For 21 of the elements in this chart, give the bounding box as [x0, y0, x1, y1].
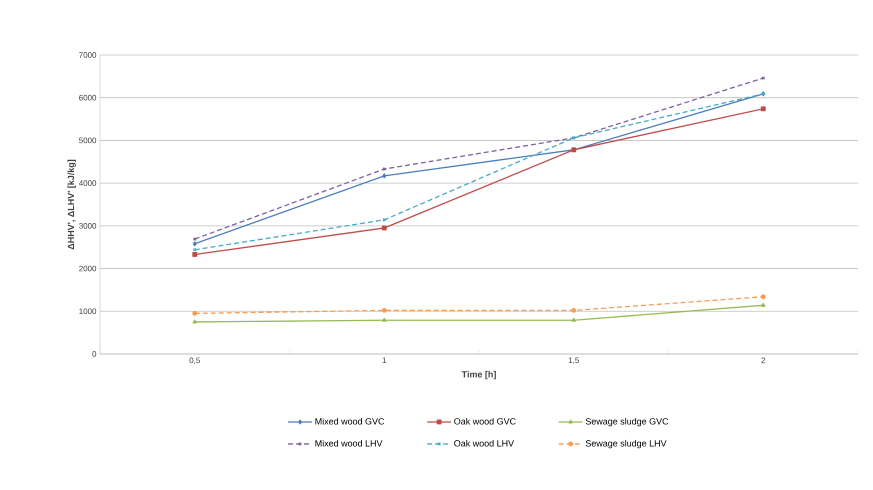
point: [761, 302, 766, 307]
point: [572, 318, 576, 322]
legend-label: Sewage sludge GVC: [586, 418, 668, 426]
point: [192, 310, 198, 316]
legend-label: Sewage sludge LHV: [586, 440, 667, 448]
point: [382, 308, 387, 313]
legend-label: Oak wood LHV: [454, 440, 514, 447]
point: [760, 294, 766, 300]
y-axis-title: ΔHHV', ΔLHV' [kJ/kg]: [68, 160, 76, 250]
point: [760, 106, 766, 112]
point: [192, 241, 197, 246]
legend-label: Oak wood GVC: [454, 418, 516, 425]
point: [382, 173, 386, 178]
x-axis-title: Time [h]: [462, 370, 496, 380]
point: [571, 308, 576, 313]
legend-label: Mixed wood GVC: [315, 418, 384, 425]
point: [192, 252, 198, 257]
point: [382, 318, 386, 322]
point: [382, 226, 387, 230]
legend-label: Mixed wood LHV: [315, 440, 382, 447]
point: [192, 320, 197, 324]
